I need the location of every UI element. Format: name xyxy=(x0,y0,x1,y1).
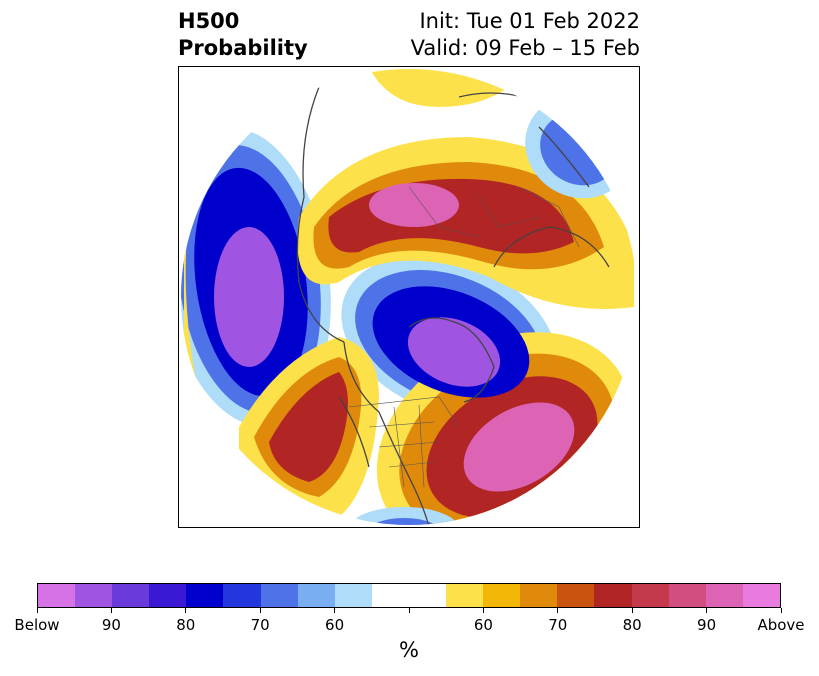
valid-range: Valid: 09 Feb – 15 Feb xyxy=(410,36,640,60)
far-west-above-band xyxy=(184,217,199,397)
colorbar-tick-label: 80 xyxy=(176,616,196,634)
colorbar-tick-label: Below xyxy=(14,616,60,634)
colorbar-tick-label: 60 xyxy=(473,616,493,634)
colorbar-segment xyxy=(631,584,669,607)
colorbar-tick xyxy=(557,608,559,613)
colorbar-segment xyxy=(297,584,335,607)
colorbar-unit: % xyxy=(399,638,419,662)
colorbar-tick-label: 90 xyxy=(101,616,121,634)
colorbar-segment xyxy=(186,584,224,607)
colorbar-segment xyxy=(520,584,558,607)
pacific-below-anomaly xyxy=(181,128,331,426)
colorbar-tick-label: 70 xyxy=(548,616,568,634)
map-svg xyxy=(181,69,637,525)
colorbar-tick xyxy=(482,608,484,613)
title-line-1: H500 xyxy=(178,9,240,33)
colorbar-tick xyxy=(631,608,633,613)
colorbar-segment xyxy=(112,584,150,607)
coastlines xyxy=(296,86,610,525)
colorbar xyxy=(37,583,781,608)
colorbar-tick-label: Above xyxy=(757,616,805,634)
colorbar-tick xyxy=(36,608,38,613)
westna-band-dark xyxy=(269,372,348,482)
colorbar-segment xyxy=(668,584,706,607)
pacific-band-max xyxy=(214,227,284,367)
far-west-light xyxy=(184,217,199,397)
colorbar-tick xyxy=(334,608,336,613)
colorbar-tick-label: 70 xyxy=(250,616,270,634)
west-na-above-anomaly xyxy=(239,337,379,517)
colorbar-segment xyxy=(742,584,780,607)
colorbar-segment xyxy=(260,584,298,607)
colorbar-segment xyxy=(149,584,187,607)
eurasia-band-max xyxy=(369,183,459,227)
colorbar-segment xyxy=(408,584,447,607)
colorbar-tick xyxy=(706,608,708,613)
colorbar-segment xyxy=(75,584,113,607)
colorbar-segment xyxy=(705,584,743,607)
colorbar-segment xyxy=(594,584,632,607)
colorbar-segment xyxy=(223,584,261,607)
colorbar-segment xyxy=(371,584,409,607)
init-date: Init: Tue 01 Feb 2022 xyxy=(419,9,640,33)
chart-title: H500 Probability xyxy=(178,8,308,62)
colorbar-tick xyxy=(110,608,112,613)
colorbar-tick-label: 60 xyxy=(325,616,345,634)
colorbar-tick xyxy=(185,608,187,613)
colorbar-tick-label: 90 xyxy=(697,616,717,634)
probability-map xyxy=(178,66,640,528)
atlantic-band-max xyxy=(463,402,575,492)
colorbar-tick xyxy=(408,608,410,613)
subtropical-below-light xyxy=(349,507,459,525)
colorbar-segment xyxy=(483,584,521,607)
colorbar-segment xyxy=(38,584,76,607)
title-line-2: Probability xyxy=(178,36,308,60)
colorbar-tick-label: 80 xyxy=(622,616,642,634)
colorbar-tick xyxy=(259,608,261,613)
colorbar-segment xyxy=(557,584,595,607)
political-borders xyxy=(348,186,580,488)
center-band-max-overlay xyxy=(407,317,501,387)
colorbar-segment xyxy=(334,584,372,607)
colorbar-tick xyxy=(780,608,782,613)
colorbar-segment xyxy=(446,584,484,607)
date-info: Init: Tue 01 Feb 2022 Valid: 09 Feb – 15… xyxy=(411,8,640,62)
